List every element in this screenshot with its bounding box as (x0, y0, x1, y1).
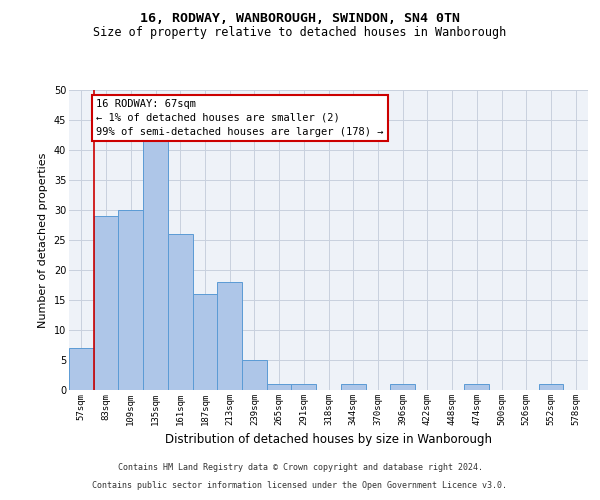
Bar (168, 234, 193, 390)
Bar (69, 348, 94, 390)
Bar (242, 360, 267, 390)
X-axis label: Distribution of detached houses by size in Wanborough: Distribution of detached houses by size … (165, 434, 492, 446)
Bar (292, 384, 316, 390)
Bar (94, 216, 118, 390)
Bar (217, 282, 242, 390)
Bar (193, 294, 217, 390)
Bar (390, 384, 415, 390)
Bar (539, 384, 563, 390)
Text: Contains HM Land Registry data © Crown copyright and database right 2024.: Contains HM Land Registry data © Crown c… (118, 464, 482, 472)
Bar (341, 384, 365, 390)
Bar (118, 210, 143, 390)
Bar (464, 384, 489, 390)
Bar (267, 384, 292, 390)
Y-axis label: Number of detached properties: Number of detached properties (38, 152, 48, 328)
Text: Size of property relative to detached houses in Wanborough: Size of property relative to detached ho… (94, 26, 506, 39)
Bar (143, 138, 168, 390)
Text: 16 RODWAY: 67sqm
← 1% of detached houses are smaller (2)
99% of semi-detached ho: 16 RODWAY: 67sqm ← 1% of detached houses… (96, 99, 383, 137)
Text: Contains public sector information licensed under the Open Government Licence v3: Contains public sector information licen… (92, 481, 508, 490)
Text: 16, RODWAY, WANBOROUGH, SWINDON, SN4 0TN: 16, RODWAY, WANBOROUGH, SWINDON, SN4 0TN (140, 12, 460, 26)
